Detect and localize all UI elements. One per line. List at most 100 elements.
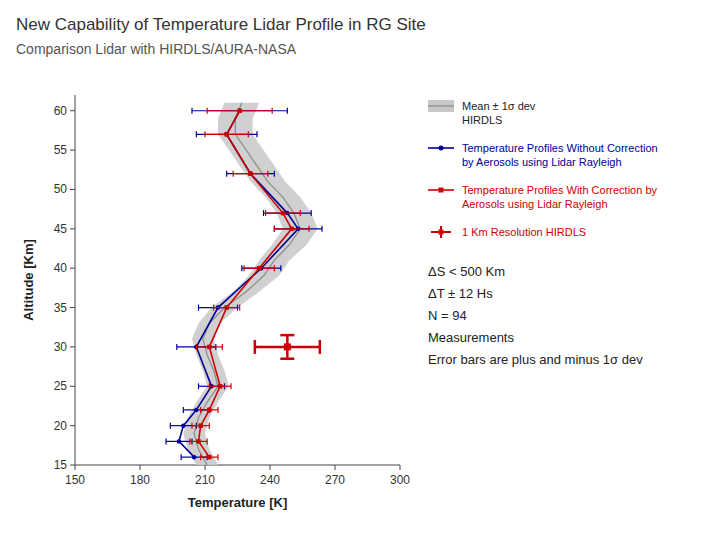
x-error-bar — [244, 265, 274, 271]
point — [224, 132, 229, 137]
x-error-bar — [177, 344, 216, 350]
error-cap — [233, 171, 234, 177]
x-tick — [335, 465, 336, 470]
point — [207, 345, 212, 350]
point — [289, 227, 294, 232]
error-cap — [222, 344, 223, 350]
point — [237, 108, 242, 113]
y-tick — [70, 150, 75, 151]
error-cap — [287, 108, 288, 114]
error-cap — [198, 305, 199, 311]
x-error-bar — [214, 305, 240, 311]
annotation: ΔT ± 12 Hs — [428, 286, 493, 301]
point — [218, 384, 223, 389]
x-error-bar — [209, 383, 231, 389]
x-error-bar — [233, 171, 268, 177]
line — [179, 111, 298, 457]
error-cap — [226, 171, 227, 177]
y-tick-label: 30 — [54, 340, 68, 354]
point — [181, 423, 186, 428]
x-tick-label: 150 — [65, 473, 85, 487]
point — [224, 305, 229, 310]
error-cap — [200, 407, 201, 413]
error-cap — [213, 305, 214, 311]
text-line: Temperature Profiles Without Correction — [462, 142, 658, 154]
series-line — [190, 108, 309, 460]
y-tick-label: 40 — [54, 261, 68, 275]
y-tick — [70, 307, 75, 308]
y-tick — [70, 110, 75, 111]
band — [183, 103, 317, 465]
subtitle: Comparison Lidar with HIRDLS/AURA-NASA — [16, 41, 297, 57]
x-tick — [400, 465, 401, 470]
y-tick — [70, 268, 75, 269]
legend-swatch-line — [428, 105, 454, 106]
legend-swatch-marker — [439, 146, 444, 151]
error-cap — [256, 131, 257, 137]
point — [207, 408, 212, 413]
error-line — [264, 212, 312, 213]
x-error-bar — [201, 407, 218, 413]
y-tick-label: 55 — [54, 143, 68, 157]
x-error-bar — [201, 454, 218, 460]
legend-swatch-marker — [439, 188, 444, 193]
point — [196, 439, 201, 444]
error-cap — [207, 108, 208, 114]
error-cap — [308, 226, 309, 232]
annotation: Error bars are plus and minus 1σ dev — [428, 352, 643, 367]
error-cap — [209, 383, 210, 389]
text-line: by Aerosols using Lidar Rayleigh — [462, 156, 622, 168]
text-line: Mean ± 1σ dev — [462, 100, 536, 112]
error-cap — [191, 108, 192, 114]
legend-swatch-fill — [428, 100, 454, 112]
point — [281, 211, 286, 216]
error-cap — [243, 265, 244, 271]
text-line: Aerosols using Lidar Rayleigh — [462, 198, 608, 210]
error-cap — [265, 210, 266, 216]
x-error-bar — [274, 226, 322, 232]
error-cap — [274, 226, 275, 232]
x-error-bar — [264, 210, 312, 216]
error-cap — [200, 454, 201, 460]
x-error-bar — [205, 131, 248, 137]
y-tick — [70, 189, 75, 190]
point — [192, 455, 197, 460]
x-error-bar — [196, 344, 222, 350]
x-tick-label: 300 — [390, 473, 410, 487]
x-error-bar — [196, 131, 257, 137]
error-cap — [204, 131, 205, 137]
annotation: ΔS < 500 Km — [428, 264, 505, 279]
legend-entry: Temperature Profiles Without Correction b… — [462, 142, 658, 168]
mean-line — [194, 103, 300, 465]
x-tick-label: 210 — [195, 473, 215, 487]
point — [257, 266, 262, 271]
x-tick-label: 240 — [260, 473, 280, 487]
error-cap — [272, 108, 273, 114]
error-cap — [321, 226, 322, 232]
error-cap — [209, 423, 210, 429]
error-cap — [170, 423, 171, 429]
error-cap — [181, 454, 182, 460]
x-tick — [140, 465, 141, 470]
x-error-bar — [192, 423, 209, 429]
error-cap — [254, 340, 257, 354]
error-cap — [241, 265, 242, 271]
error-cap — [176, 344, 177, 350]
y-tick-label: 35 — [54, 301, 68, 315]
y-tick — [70, 386, 75, 387]
y-tick — [70, 228, 75, 229]
y-tick-label: 25 — [54, 379, 68, 393]
error-cap — [198, 383, 199, 389]
legend: Mean ± 1σ devHIRDLSTemperature Profiles … — [428, 100, 658, 238]
x-tick — [205, 465, 206, 470]
y-tick-label: 45 — [54, 222, 68, 236]
x-error-bar — [266, 210, 301, 216]
y-tick — [70, 465, 75, 466]
title: New Capability of Temperature Lidar Prof… — [16, 15, 426, 34]
y-tick-label: 50 — [54, 182, 68, 196]
plot-area — [166, 103, 322, 465]
error-cap — [207, 438, 208, 444]
point — [194, 408, 199, 413]
error-cap — [274, 265, 275, 271]
error-cap — [189, 438, 190, 444]
